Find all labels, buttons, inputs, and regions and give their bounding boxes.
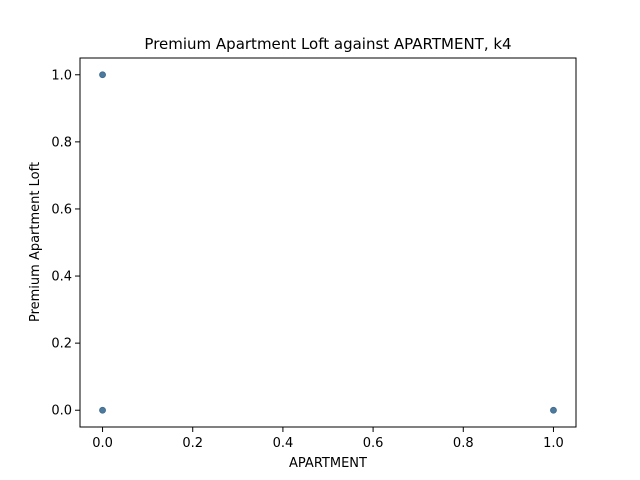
data-point	[99, 406, 106, 414]
y-tick-label: 0.4	[51, 270, 72, 285]
x-tick-label: 0.0	[92, 436, 113, 451]
plot-area-frame	[79, 57, 577, 428]
y-tick-label: 0.0	[51, 404, 72, 419]
data-points	[99, 71, 557, 414]
data-point	[550, 406, 557, 414]
y-axis-label: Premium Apartment Loft	[28, 162, 43, 322]
y-tick-label: 0.6	[51, 202, 72, 217]
y-tick-label: 0.8	[51, 135, 72, 150]
data-point	[99, 71, 106, 79]
y-tick-label: 0.2	[51, 337, 72, 352]
chart-title: Premium Apartment Loft against APARTMENT…	[144, 35, 511, 53]
x-tick-label: 0.8	[453, 436, 474, 451]
y-tick-label: 1.0	[51, 68, 72, 83]
y-axis-ticks: 0.0 0.2 0.4 0.6 0.8 1.0	[51, 68, 80, 419]
x-axis-ticks: 0.0 0.2 0.4 0.6 0.8 1.0	[92, 427, 564, 451]
x-tick-label: 0.6	[363, 436, 384, 451]
x-axis-label: APARTMENT	[289, 456, 367, 471]
x-tick-label: 0.4	[273, 436, 294, 451]
x-tick-label: 0.2	[182, 436, 203, 451]
x-tick-label: 1.0	[543, 436, 564, 451]
